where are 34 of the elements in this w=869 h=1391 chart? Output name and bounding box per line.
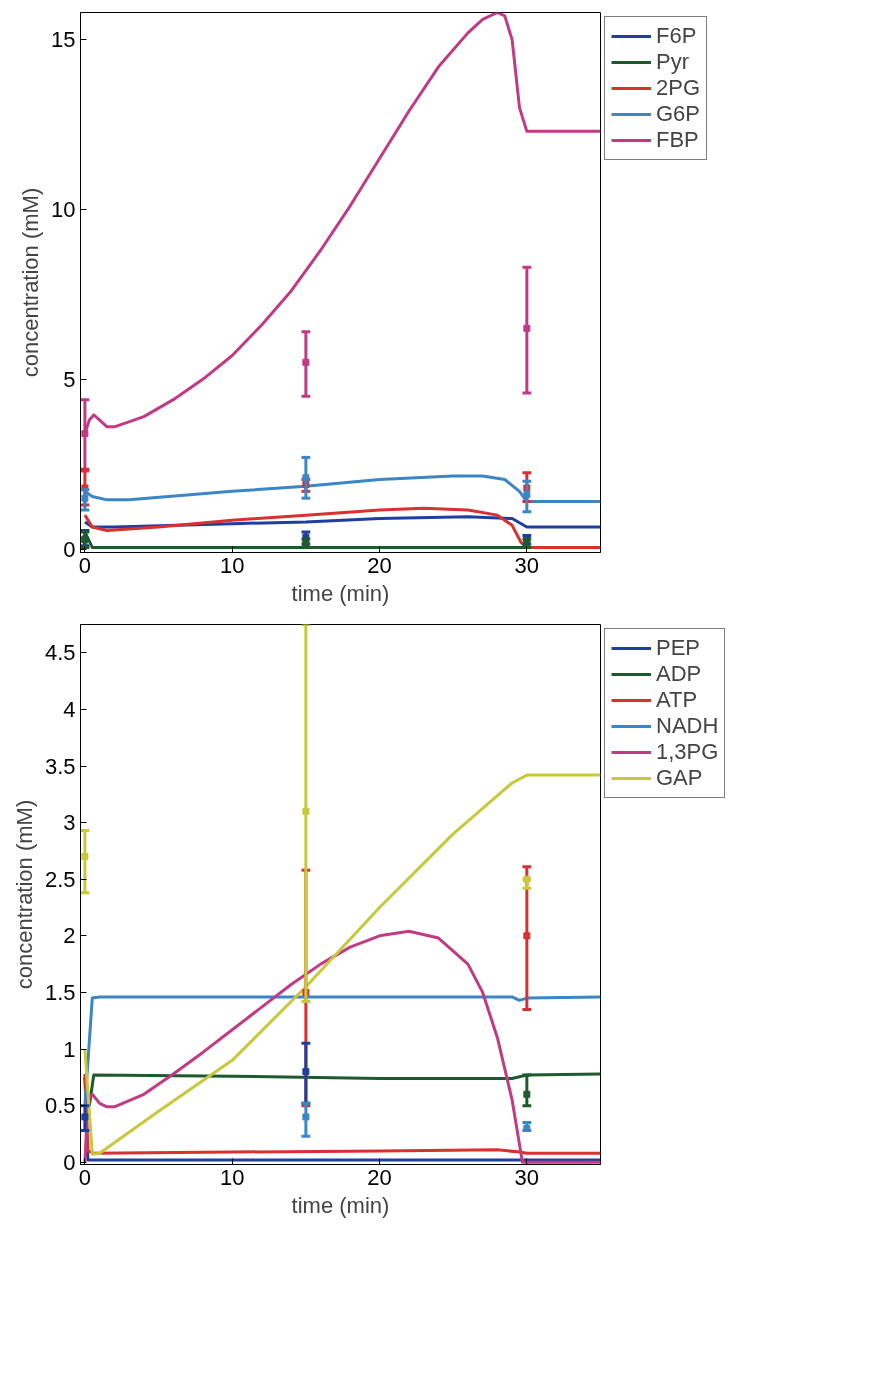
y-tick-label: 15 xyxy=(51,27,76,53)
x-tick-label: 30 xyxy=(514,1164,540,1190)
x-tick-label: 30 xyxy=(514,552,540,578)
legend-label: ADP xyxy=(656,661,702,687)
y-tick-label: 5 xyxy=(63,366,76,392)
legend-label: GAP xyxy=(656,765,703,791)
y-tick-label: 4 xyxy=(63,696,76,722)
y-tick-label: 4.5 xyxy=(44,640,76,666)
legend-label: FBP xyxy=(656,127,699,153)
x-axis-title: time (min) xyxy=(291,580,390,606)
y-axis-title: concentration (mM) xyxy=(18,187,44,378)
legend-label: F6P xyxy=(656,23,697,49)
y-axis-title: concentration (mM) xyxy=(11,799,37,990)
y-tick-label: 3 xyxy=(63,810,76,836)
legend-label: ATP xyxy=(656,687,698,713)
y-tick-label: 1 xyxy=(63,1036,76,1062)
y-tick-label: 0 xyxy=(63,536,76,562)
legend-label: Pyr xyxy=(656,49,689,75)
x-tick-label: 20 xyxy=(367,552,392,578)
legend-label: NADH xyxy=(656,713,719,739)
y-tick-label: 2.5 xyxy=(44,866,76,892)
legend-label: 2PG xyxy=(656,75,701,101)
x-tick-label: 10 xyxy=(219,552,245,578)
x-tick-label: 10 xyxy=(219,1164,245,1190)
y-tick-label: 0.5 xyxy=(44,1093,76,1119)
legend-label: 1,3PG xyxy=(656,739,719,765)
y-tick-label: 2 xyxy=(63,923,76,949)
x-axis-title: time (min) xyxy=(291,1192,390,1218)
legend-label: PEP xyxy=(656,635,701,661)
y-tick-label: 3.5 xyxy=(44,753,76,779)
x-tick-label: 20 xyxy=(367,1164,392,1190)
legend-label: G6P xyxy=(656,101,701,127)
y-tick-label: 10 xyxy=(51,196,76,222)
y-tick-label: 1.5 xyxy=(44,979,76,1005)
